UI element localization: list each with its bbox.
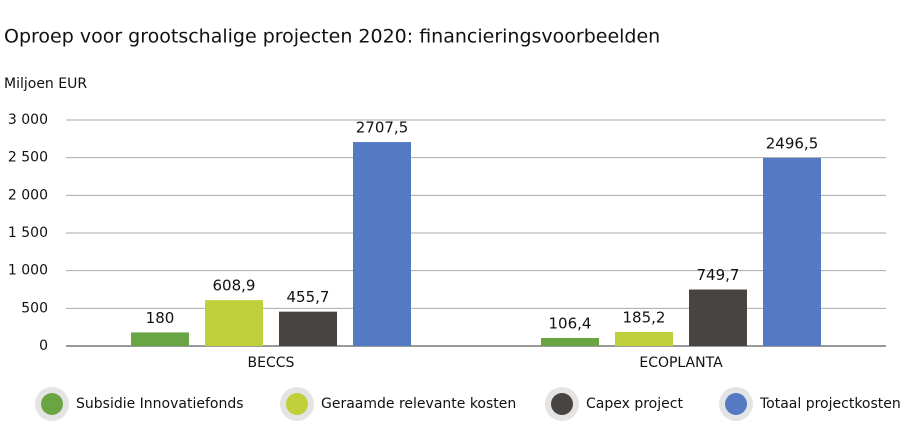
bar — [615, 332, 673, 346]
y-tick-label: 2 500 — [8, 150, 48, 166]
y-tick-label: 0 — [39, 338, 48, 354]
legend-label: Capex project — [586, 396, 683, 412]
legend-label: Totaal projectkosten — [759, 396, 901, 412]
bar — [541, 337, 599, 346]
bar — [131, 332, 189, 346]
bar — [205, 300, 263, 346]
bar — [279, 311, 337, 346]
legend-label: Subsidie Innovatiefonds — [76, 396, 244, 412]
value-label: 608,9 — [213, 277, 256, 295]
value-label: 106,4 — [549, 314, 592, 332]
legend-marker — [41, 393, 63, 415]
bar — [353, 142, 411, 346]
y-tick-label: 3 000 — [8, 112, 48, 128]
value-label: 185,2 — [623, 309, 666, 327]
bar — [763, 157, 821, 346]
chart-title: Oproep voor grootschalige projecten 2020… — [4, 26, 660, 48]
value-label: 2496,5 — [766, 134, 819, 152]
legend-marker — [286, 393, 308, 415]
legend-marker — [725, 393, 747, 415]
legend-marker — [551, 393, 573, 415]
y-tick-label: 500 — [21, 300, 48, 316]
y-tick-label: 1 000 — [8, 263, 48, 279]
y-axis-label: Miljoen EUR — [4, 76, 87, 92]
y-tick-label: 2 000 — [8, 187, 48, 203]
legend-label: Geraamde relevante kosten — [321, 396, 516, 412]
value-label: 180 — [146, 309, 175, 327]
value-label: 749,7 — [697, 266, 740, 284]
x-tick-label: BECCS — [248, 355, 295, 371]
bar — [689, 289, 747, 346]
y-tick-label: 1 500 — [8, 225, 48, 241]
value-label: 2707,5 — [356, 119, 409, 137]
x-tick-label: ECOPLANTA — [639, 355, 723, 371]
value-label: 455,7 — [287, 288, 330, 306]
